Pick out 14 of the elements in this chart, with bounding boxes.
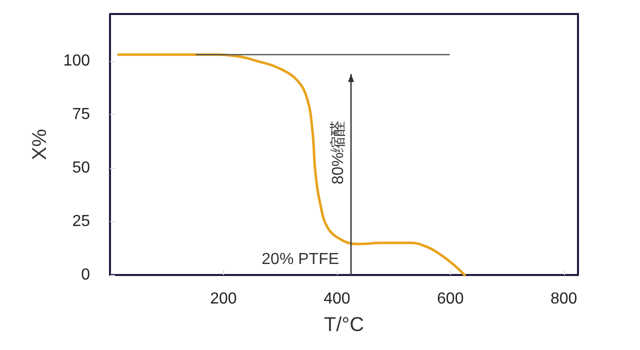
y-tick-label: 0	[81, 266, 90, 284]
x-tick-label: 200	[210, 290, 237, 308]
y-tick-label: 100	[63, 52, 90, 70]
y-tick-label: 25	[72, 213, 90, 230]
annotation: 80%缩醛	[329, 120, 348, 184]
x-tick-label: 600	[437, 290, 464, 308]
annotation: 20% PTFE	[262, 250, 340, 268]
line-series	[117, 53, 466, 276]
y-tick-label: 50	[72, 160, 90, 177]
x-tick-label: 400	[324, 290, 350, 308]
x-tick-label: 800	[550, 290, 578, 308]
y-axis-title: X%	[29, 128, 51, 160]
x-axis-title: T/°C	[324, 314, 364, 336]
y-tick-label: 75	[72, 106, 90, 124]
